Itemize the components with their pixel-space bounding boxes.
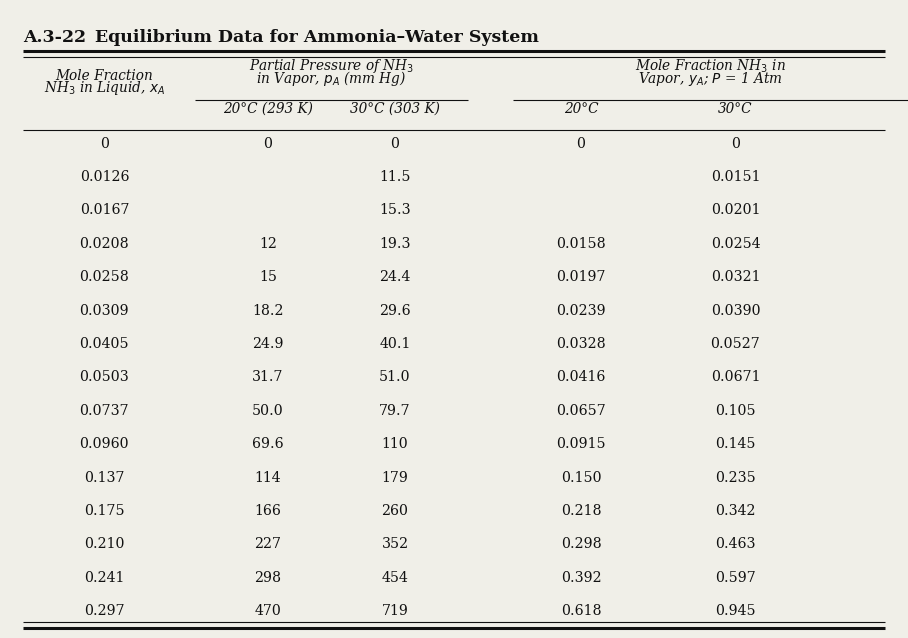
Text: 0: 0 — [390, 137, 400, 151]
Text: 11.5: 11.5 — [380, 170, 410, 184]
Text: Vapor, $y_A$; $P$ = 1 Atm: Vapor, $y_A$; $P$ = 1 Atm — [638, 70, 783, 88]
Text: Equilibrium Data for Ammonia–Water System: Equilibrium Data for Ammonia–Water Syste… — [95, 29, 539, 46]
Text: 19.3: 19.3 — [380, 237, 410, 251]
Text: 0.392: 0.392 — [561, 571, 601, 585]
Text: 0.0254: 0.0254 — [711, 237, 760, 251]
Text: 0.0328: 0.0328 — [557, 337, 606, 351]
Text: 0.0158: 0.0158 — [557, 237, 606, 251]
Text: 0.145: 0.145 — [716, 437, 755, 451]
Text: 0.618: 0.618 — [561, 604, 601, 618]
Text: 51.0: 51.0 — [380, 371, 410, 384]
Text: 18.2: 18.2 — [252, 304, 283, 318]
Text: 0.0126: 0.0126 — [80, 170, 129, 184]
Text: 298: 298 — [254, 571, 281, 585]
Text: 0.463: 0.463 — [716, 537, 755, 551]
Text: 0.342: 0.342 — [716, 504, 755, 518]
Text: 0.0527: 0.0527 — [711, 337, 760, 351]
Text: 0.105: 0.105 — [716, 404, 755, 418]
Text: 0.0309: 0.0309 — [80, 304, 129, 318]
Text: 0.210: 0.210 — [84, 537, 124, 551]
Text: NH$_3$ in Liquid, $x_A$: NH$_3$ in Liquid, $x_A$ — [44, 79, 165, 97]
Text: 29.6: 29.6 — [380, 304, 410, 318]
Text: 0: 0 — [731, 137, 740, 151]
Text: 0: 0 — [263, 137, 272, 151]
Text: 0.297: 0.297 — [84, 604, 124, 618]
Text: 0: 0 — [100, 137, 109, 151]
Text: 0: 0 — [577, 137, 586, 151]
Text: 0.0321: 0.0321 — [711, 270, 760, 284]
Text: 0.0416: 0.0416 — [557, 371, 606, 384]
Text: 0.0405: 0.0405 — [80, 337, 129, 351]
Text: 0.218: 0.218 — [561, 504, 601, 518]
Text: 79.7: 79.7 — [380, 404, 410, 418]
Text: 470: 470 — [254, 604, 281, 618]
Text: 24.9: 24.9 — [252, 337, 283, 351]
Text: 0.0258: 0.0258 — [80, 270, 129, 284]
Text: 30°C (303 K): 30°C (303 K) — [350, 102, 440, 116]
Text: 260: 260 — [381, 504, 409, 518]
Text: 454: 454 — [381, 571, 409, 585]
Text: 20°C (293 K): 20°C (293 K) — [222, 102, 313, 116]
Text: 0.0657: 0.0657 — [557, 404, 606, 418]
Text: 0.0737: 0.0737 — [80, 404, 129, 418]
Text: 31.7: 31.7 — [252, 371, 283, 384]
Text: Mole Fraction: Mole Fraction — [55, 69, 153, 83]
Text: 179: 179 — [381, 471, 409, 485]
Text: 0.0201: 0.0201 — [711, 204, 760, 218]
Text: Mole Fraction NH$_3$ in: Mole Fraction NH$_3$ in — [635, 58, 786, 75]
Text: 0.0390: 0.0390 — [711, 304, 760, 318]
Text: 12: 12 — [259, 237, 277, 251]
Text: 114: 114 — [254, 471, 281, 485]
Text: 20°C: 20°C — [564, 102, 598, 116]
Text: 0.235: 0.235 — [716, 471, 755, 485]
Text: 0.0239: 0.0239 — [557, 304, 606, 318]
Text: Partial Pressure of NH$_3$: Partial Pressure of NH$_3$ — [249, 57, 414, 75]
Text: 15: 15 — [259, 270, 277, 284]
Text: 0.175: 0.175 — [84, 504, 124, 518]
Text: 69.6: 69.6 — [252, 437, 283, 451]
Text: 0.0167: 0.0167 — [80, 204, 129, 218]
Text: 0.0671: 0.0671 — [711, 371, 760, 384]
Text: 352: 352 — [381, 537, 409, 551]
Text: 166: 166 — [254, 504, 281, 518]
Text: in Vapor, $p_A$ (mm Hg): in Vapor, $p_A$ (mm Hg) — [256, 69, 407, 88]
Text: 0.298: 0.298 — [561, 537, 601, 551]
Text: 0.0197: 0.0197 — [557, 270, 606, 284]
Text: 0.150: 0.150 — [561, 471, 601, 485]
Text: 0.241: 0.241 — [84, 571, 124, 585]
Text: 227: 227 — [254, 537, 281, 551]
Text: 0.597: 0.597 — [716, 571, 755, 585]
Text: 50.0: 50.0 — [252, 404, 283, 418]
Text: 0.0208: 0.0208 — [80, 237, 129, 251]
Text: 0.945: 0.945 — [716, 604, 755, 618]
Text: 30°C: 30°C — [718, 102, 753, 116]
Text: 0.0960: 0.0960 — [80, 437, 129, 451]
Text: 0.0151: 0.0151 — [711, 170, 760, 184]
Text: 40.1: 40.1 — [380, 337, 410, 351]
Text: 15.3: 15.3 — [380, 204, 410, 218]
Text: 719: 719 — [381, 604, 409, 618]
Text: A.3-22: A.3-22 — [23, 29, 85, 46]
Text: 0.0503: 0.0503 — [80, 371, 129, 384]
Text: 0.0915: 0.0915 — [557, 437, 606, 451]
Text: 110: 110 — [381, 437, 409, 451]
Text: 0.137: 0.137 — [84, 471, 124, 485]
Text: 24.4: 24.4 — [380, 270, 410, 284]
